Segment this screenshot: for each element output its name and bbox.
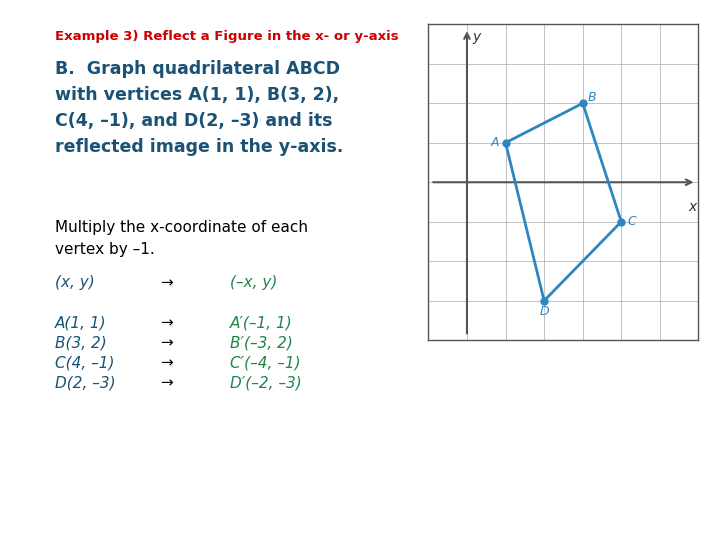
Text: D: D xyxy=(539,305,549,318)
Text: D′(–2, –3): D′(–2, –3) xyxy=(230,375,302,390)
Text: y: y xyxy=(473,30,481,44)
Text: →: → xyxy=(160,375,173,390)
Text: D(2, –3): D(2, –3) xyxy=(55,375,116,390)
Text: C(4, –1), and D(2, –3) and its: C(4, –1), and D(2, –3) and its xyxy=(55,112,333,130)
Text: C(4, –1): C(4, –1) xyxy=(55,355,114,370)
Text: B: B xyxy=(588,91,597,104)
Text: A′(–1, 1): A′(–1, 1) xyxy=(230,315,293,330)
Text: x: x xyxy=(688,200,697,214)
Text: →: → xyxy=(160,335,173,350)
Text: C′(–4, –1): C′(–4, –1) xyxy=(230,355,301,370)
Text: reflected image in the y-axis.: reflected image in the y-axis. xyxy=(55,138,343,156)
Text: Multiply the x-coordinate of each: Multiply the x-coordinate of each xyxy=(55,220,308,235)
Text: (x, y): (x, y) xyxy=(55,275,95,290)
Text: Example 3) Reflect a Figure in the x- or y-axis: Example 3) Reflect a Figure in the x- or… xyxy=(55,30,399,43)
Text: B(3, 2): B(3, 2) xyxy=(55,335,107,350)
Text: A: A xyxy=(490,136,499,149)
Text: B.  Graph quadrilateral ABCD: B. Graph quadrilateral ABCD xyxy=(55,60,340,78)
Text: →: → xyxy=(160,315,173,330)
Text: (–x, y): (–x, y) xyxy=(230,275,277,290)
Text: →: → xyxy=(160,275,173,290)
Text: B′(–3, 2): B′(–3, 2) xyxy=(230,335,293,350)
Text: with vertices A(1, 1), B(3, 2),: with vertices A(1, 1), B(3, 2), xyxy=(55,86,339,104)
Text: vertex by –1.: vertex by –1. xyxy=(55,242,155,257)
Text: C: C xyxy=(628,215,636,228)
Text: →: → xyxy=(160,355,173,370)
Text: A(1, 1): A(1, 1) xyxy=(55,315,107,330)
